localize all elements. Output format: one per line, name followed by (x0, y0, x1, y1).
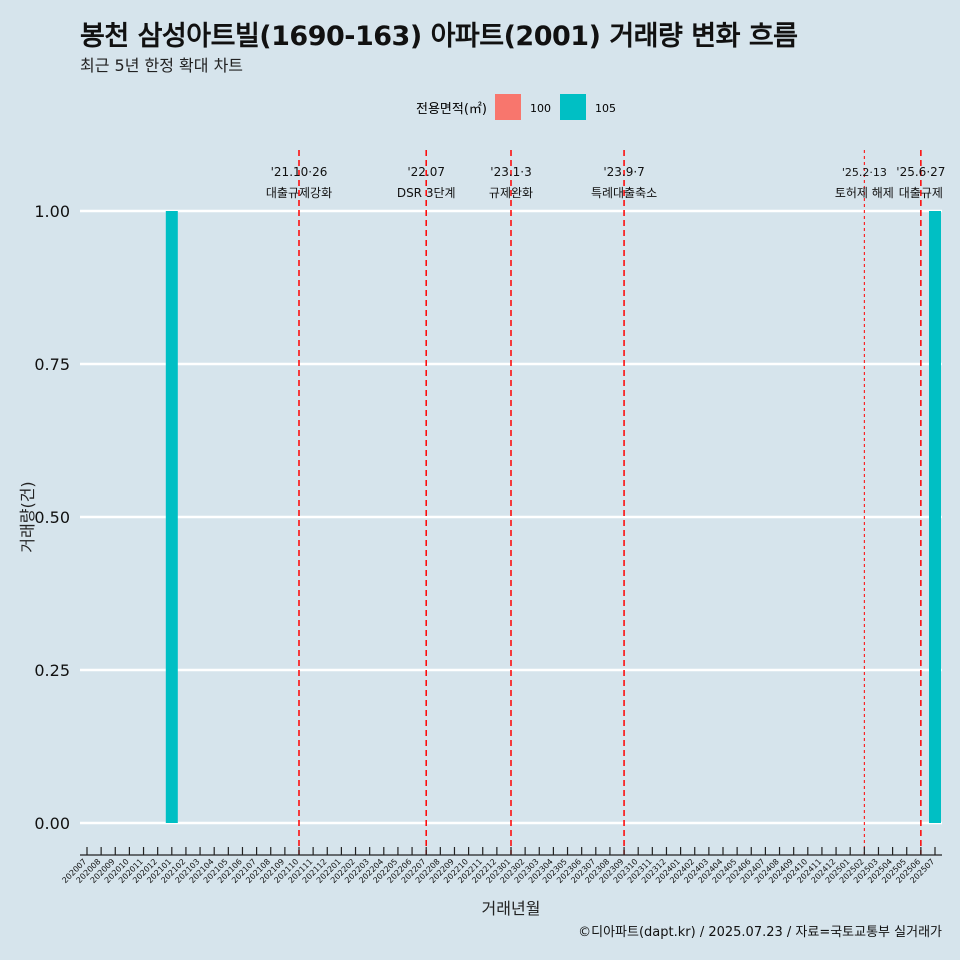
x-axis-title: 거래년월 (482, 899, 541, 918)
event-date-label: '25.6·27 (896, 165, 945, 179)
event-date-label: '21.10·26 (271, 165, 328, 179)
event-date-label: '22.07 (407, 165, 445, 179)
y-tick-label: 0.00 (34, 814, 70, 833)
y-tick-label: 0.75 (34, 355, 70, 374)
legend-title: 전용면적(㎡) (416, 102, 487, 117)
chart-title: 봉천 삼성아트빌(1690-163) 아파트(2001) 거래량 변화 흐름 (80, 21, 798, 52)
chart-subtitle: 최근 5년 한정 확대 차트 (80, 56, 244, 75)
y-tick-label: 0.25 (34, 661, 70, 680)
bar (165, 211, 178, 823)
y-axis-title: 거래량(건) (18, 481, 37, 552)
y-tick-label: 1.00 (34, 202, 70, 221)
legend-swatch-100 (495, 94, 521, 120)
event-date-label: '25.2·13 (842, 166, 887, 179)
bar (929, 211, 941, 823)
source-caption: ©디아파트(dapt.kr) / 2025.07.23 / 자료=국토교통부 실… (578, 925, 942, 940)
event-label: 대출규제강화 (266, 186, 332, 200)
legend-label-105: 105 (595, 102, 616, 115)
event-label: 토허제 해제 (835, 186, 894, 200)
event-label: DSR 3단계 (397, 186, 456, 200)
event-label: 규제완화 (489, 186, 533, 200)
legend-swatch-105 (560, 94, 586, 120)
legend: 전용면적(㎡) 100 105 (416, 94, 616, 120)
event-date-label: '23.9·7 (603, 165, 644, 179)
event-label: 대출규제 (899, 186, 943, 200)
event-date-label: '23.1·3 (490, 165, 531, 179)
y-tick-label: 0.50 (34, 508, 70, 527)
legend-label-100: 100 (530, 102, 551, 115)
event-label: 특례대출축소 (591, 186, 657, 200)
